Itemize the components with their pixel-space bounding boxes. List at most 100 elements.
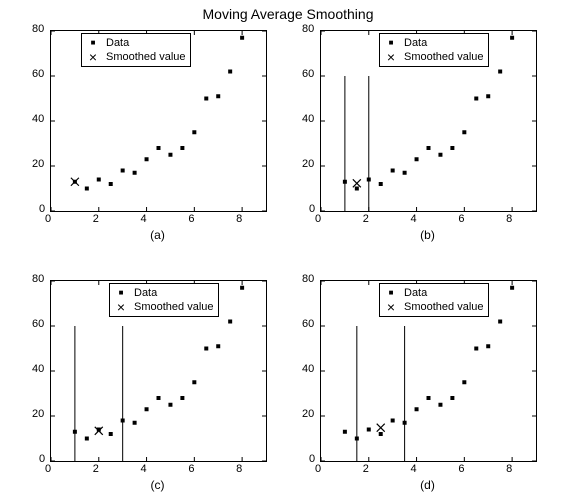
data-point — [168, 153, 172, 157]
axes-d: ■ Data×Smoothed value — [320, 280, 537, 462]
subplot-label-c: (c) — [50, 478, 265, 492]
data-point — [192, 130, 196, 134]
x-icon: × — [384, 50, 398, 64]
ytick-label: 20 — [32, 408, 44, 420]
data-point — [379, 432, 383, 436]
ytick-label: 40 — [302, 363, 314, 375]
data-point — [97, 178, 101, 182]
legend-label: Smoothed value — [404, 50, 484, 64]
ytick-label: 20 — [32, 158, 44, 170]
legend-label: Smoothed value — [106, 50, 186, 64]
legend-entry: × Smoothed value — [384, 50, 484, 64]
xtick-label: 0 — [315, 213, 321, 225]
data-point — [498, 320, 502, 324]
subplot-label-d: (d) — [320, 478, 535, 492]
xtick-label: 2 — [363, 213, 369, 225]
legend-a: ■ Data×Smoothed value — [81, 33, 191, 67]
axes-a: ■ Data×Smoothed value — [50, 30, 267, 212]
xtick-label: 0 — [315, 463, 321, 475]
legend-entry: ■Data — [114, 286, 214, 300]
ytick-label: 20 — [302, 408, 314, 420]
data-point — [157, 146, 161, 150]
ytick-label: 60 — [32, 68, 44, 80]
data-point — [228, 320, 232, 324]
data-point — [510, 36, 514, 40]
xtick-label: 4 — [411, 463, 417, 475]
xtick-label: 8 — [506, 463, 512, 475]
ytick-label: 60 — [302, 318, 314, 330]
legend-b: ■Data×Smoothed value — [379, 33, 489, 67]
panel-c: ■Data×Smoothed value02468020406080(c) — [50, 280, 265, 500]
data-point — [343, 430, 347, 434]
data-point — [450, 396, 454, 400]
xtick-label: 2 — [93, 463, 99, 475]
legend-d: ■ Data×Smoothed value — [379, 283, 489, 317]
legend-c: ■Data×Smoothed value — [109, 283, 219, 317]
smoothed-point — [377, 424, 385, 432]
data-point — [462, 380, 466, 384]
data-point — [450, 146, 454, 150]
ytick-label: 20 — [302, 158, 314, 170]
ytick-label: 40 — [32, 113, 44, 125]
legend-entry: ■ Data — [86, 36, 186, 50]
xtick-label: 4 — [141, 213, 147, 225]
data-point — [157, 396, 161, 400]
xtick-label: 4 — [411, 213, 417, 225]
ytick-label: 0 — [309, 453, 315, 465]
ytick-label: 60 — [32, 318, 44, 330]
data-point — [415, 157, 419, 161]
xtick-label: 8 — [236, 213, 242, 225]
xtick-label: 0 — [45, 463, 51, 475]
ytick-label: 80 — [302, 23, 314, 35]
data-point — [216, 344, 220, 348]
data-point — [109, 432, 113, 436]
ytick-label: 80 — [32, 23, 44, 35]
data-point — [133, 421, 137, 425]
data-point — [121, 419, 125, 423]
legend-entry: ×Smoothed value — [86, 50, 186, 64]
square-icon: ■ — [384, 36, 398, 50]
data-point — [121, 169, 125, 173]
data-point — [367, 428, 371, 432]
smoothed-point — [353, 179, 361, 187]
data-point — [180, 146, 184, 150]
data-point — [168, 403, 172, 407]
axes-b: ■Data×Smoothed value — [320, 30, 537, 212]
square-icon: ■ — [114, 286, 128, 300]
legend-label: Smoothed value — [134, 300, 214, 314]
data-point — [498, 70, 502, 74]
x-icon: × — [384, 300, 398, 314]
smoothed-point — [71, 178, 79, 186]
xtick-label: 2 — [363, 463, 369, 475]
xtick-label: 4 — [141, 463, 147, 475]
data-point — [343, 180, 347, 184]
data-point — [204, 347, 208, 351]
ytick-label: 60 — [302, 68, 314, 80]
ytick-label: 0 — [39, 453, 45, 465]
data-point — [403, 421, 407, 425]
data-point — [355, 437, 359, 441]
square-icon: ■ — [384, 286, 398, 300]
data-point — [133, 171, 137, 175]
subplot-label-b: (b) — [320, 228, 535, 242]
data-point — [462, 130, 466, 134]
data-point — [438, 153, 442, 157]
legend-label: Data — [106, 36, 129, 50]
data-point — [391, 419, 395, 423]
data-point — [403, 171, 407, 175]
xtick-label: 6 — [458, 213, 464, 225]
legend-entry: ×Smoothed value — [114, 300, 214, 314]
ytick-label: 0 — [309, 203, 315, 215]
figure-title: Moving Average Smoothing — [0, 6, 576, 22]
data-point — [367, 178, 371, 182]
xtick-label: 8 — [236, 463, 242, 475]
data-point — [427, 396, 431, 400]
legend-label: Data — [404, 286, 427, 300]
square-icon: ■ — [86, 36, 100, 50]
data-point — [240, 286, 244, 290]
ytick-label: 40 — [302, 113, 314, 125]
data-point — [486, 94, 490, 98]
data-point — [85, 437, 89, 441]
data-point — [486, 344, 490, 348]
legend-entry: ×Smoothed value — [384, 300, 484, 314]
